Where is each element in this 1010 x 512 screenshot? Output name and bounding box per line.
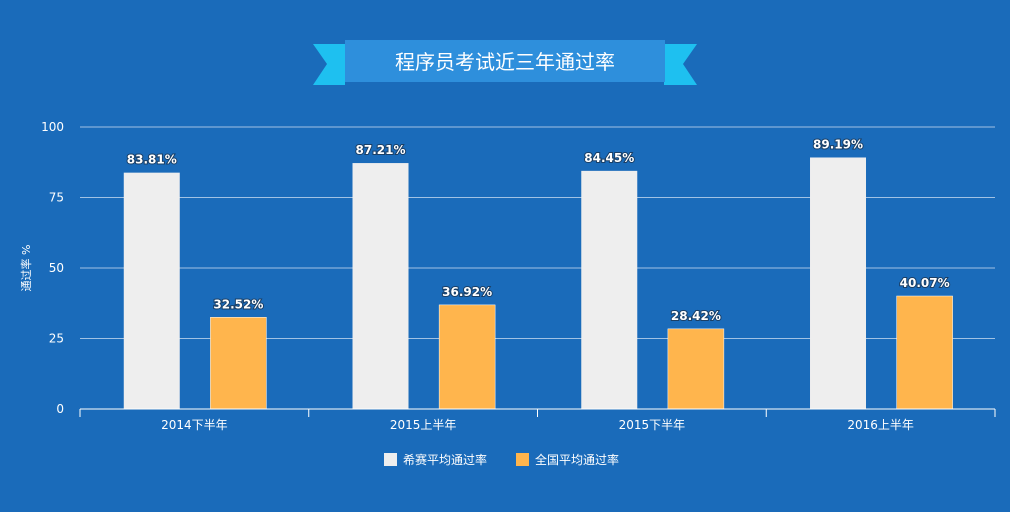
data-label: 83.81% bbox=[127, 153, 177, 167]
y-tick-label: 100 bbox=[41, 120, 64, 134]
data-label: 36.92% bbox=[442, 285, 492, 299]
ribbon-left-tail bbox=[313, 44, 345, 85]
ribbon-body bbox=[345, 40, 665, 82]
bar bbox=[581, 170, 638, 409]
data-label: 32.52% bbox=[213, 297, 263, 311]
legend-swatch bbox=[384, 453, 397, 466]
axis-layer: 0 25 50 75 100 2014下半年 2015上半年 2015下半年 2016上半年 bbox=[41, 120, 996, 432]
data-label: 87.21% bbox=[356, 143, 406, 157]
chart-title: 程序员考试近三年通过率 bbox=[395, 50, 615, 74]
bar-layer bbox=[123, 157, 953, 410]
bar bbox=[667, 328, 725, 410]
ribbon-right-tail bbox=[664, 44, 697, 85]
y-tick-label: 25 bbox=[49, 332, 64, 346]
legend-item-label: 全国平均通过率 bbox=[535, 452, 619, 467]
legend-swatch bbox=[516, 453, 529, 466]
bar bbox=[352, 163, 409, 409]
data-label: 84.45% bbox=[584, 151, 634, 165]
data-label: 89.19% bbox=[813, 137, 863, 151]
data-label: 40.07% bbox=[900, 276, 950, 290]
x-tick-label: 2014下半年 bbox=[161, 418, 228, 432]
legend-item-label: 希赛平均通过率 bbox=[403, 452, 487, 467]
bar bbox=[123, 172, 180, 409]
bar bbox=[810, 157, 867, 409]
y-tick-label: 75 bbox=[49, 191, 64, 205]
bar bbox=[210, 317, 267, 410]
bar bbox=[438, 304, 496, 410]
title-banner: 程序员考试近三年通过率 bbox=[313, 40, 697, 85]
legend: 希赛平均通过率 全国平均通过率 bbox=[384, 452, 619, 467]
y-tick-label: 0 bbox=[56, 402, 64, 416]
y-tick-label: 50 bbox=[49, 261, 64, 275]
data-label: 28.42% bbox=[671, 309, 721, 323]
x-tick-label: 2015上半年 bbox=[390, 418, 457, 432]
y-axis-label: 通过率 % bbox=[19, 245, 33, 292]
bar bbox=[896, 295, 953, 410]
data-label-layer: 83.81% 32.52% 87.21% 36.92% 84.45% 28.42% 89.1… bbox=[126, 136, 951, 323]
x-tick-label: 2015下半年 bbox=[619, 418, 686, 432]
x-tick-label: 2016上半年 bbox=[847, 418, 914, 432]
